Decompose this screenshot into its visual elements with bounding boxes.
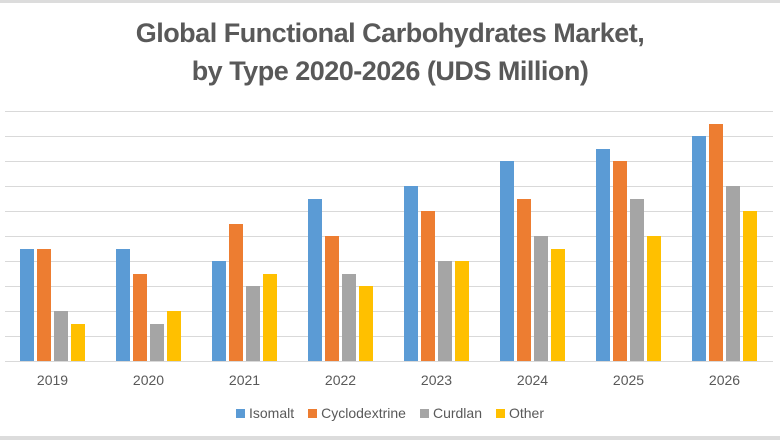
x-tick-label: 2025 (612, 372, 645, 388)
bar-isomalt-2024 (500, 161, 514, 361)
gridline (5, 111, 773, 112)
bar-isomalt-2021 (212, 261, 226, 361)
gridline (5, 236, 773, 237)
legend-label: Other (508, 405, 544, 421)
gridline (5, 186, 773, 187)
bar-cyclodextrine-2019 (37, 248, 51, 361)
legend-label: Curdlan (432, 405, 482, 421)
bar-curdlan-2025 (630, 198, 644, 361)
top-border (0, 0, 780, 3)
bar-cyclodextrine-2020 (133, 273, 147, 361)
legend-label: Cyclodextrine (321, 405, 406, 421)
x-tick-label: 2019 (36, 372, 69, 388)
bar-other-2023 (455, 261, 469, 361)
x-tick-label: 2021 (228, 372, 261, 388)
chart-title-line2: by Type 2020-2026 (UDS Million) (191, 56, 589, 86)
bar-isomalt-2025 (596, 148, 610, 361)
legend-swatch-icon (308, 408, 318, 418)
bar-curdlan-2026 (726, 186, 740, 361)
gridline (5, 286, 773, 287)
bar-other-2022 (359, 286, 373, 361)
bar-other-2020 (167, 311, 181, 361)
legend: Isomalt Cyclodextrine Curdlan Other (0, 405, 780, 421)
bar-isomalt-2019 (20, 248, 34, 361)
legend-label: Isomalt (249, 405, 295, 421)
bar-cyclodextrine-2022 (325, 236, 339, 361)
bar-other-2019 (71, 323, 85, 361)
bar-other-2021 (263, 273, 277, 361)
legend-item-isomalt: Isomalt (236, 405, 294, 421)
gridline (5, 261, 773, 262)
chart-title-line1: Global Functional Carbohydrates Market, (135, 18, 645, 48)
x-tick-label: 2020 (132, 372, 165, 388)
bar-isomalt-2022 (308, 198, 322, 361)
bar-curdlan-2019 (54, 311, 68, 361)
x-tick-label: 2022 (324, 372, 357, 388)
bar-isomalt-2026 (692, 136, 706, 361)
bar-cyclodextrine-2021 (229, 223, 243, 361)
bottom-border (0, 436, 780, 440)
bar-other-2025 (647, 236, 661, 361)
gridline (5, 211, 773, 212)
legend-item-curdlan: Curdlan (419, 405, 482, 421)
bar-curdlan-2022 (342, 273, 356, 361)
bar-cyclodextrine-2024 (517, 198, 531, 361)
gridline (5, 161, 773, 162)
bar-isomalt-2023 (404, 186, 418, 361)
gridline (5, 136, 773, 137)
gridline (5, 311, 773, 312)
x-tick-label: 2024 (516, 372, 549, 388)
bar-curdlan-2023 (438, 261, 452, 361)
legend-swatch-icon (236, 408, 245, 418)
legend-item-other: Other (495, 405, 544, 421)
chart-title: Global Functional Carbohydrates Market, … (0, 14, 780, 90)
bar-curdlan-2021 (246, 286, 260, 361)
bar-cyclodextrine-2026 (709, 123, 723, 361)
legend-item-cyclodextrine: Cyclodextrine (308, 405, 406, 421)
bar-curdlan-2024 (534, 236, 548, 361)
x-axis-baseline (5, 361, 773, 362)
gridline (5, 336, 773, 337)
legend-swatch-icon (419, 408, 429, 418)
bar-isomalt-2020 (116, 248, 130, 361)
plot-area (5, 111, 773, 362)
bar-curdlan-2020 (150, 323, 164, 361)
bar-cyclodextrine-2025 (613, 161, 627, 361)
bar-other-2026 (743, 211, 757, 361)
x-tick-label: 2023 (420, 372, 453, 388)
bar-cyclodextrine-2023 (421, 211, 435, 361)
bar-other-2024 (551, 248, 565, 361)
legend-swatch-icon (495, 408, 505, 418)
x-tick-label: 2026 (708, 372, 741, 388)
